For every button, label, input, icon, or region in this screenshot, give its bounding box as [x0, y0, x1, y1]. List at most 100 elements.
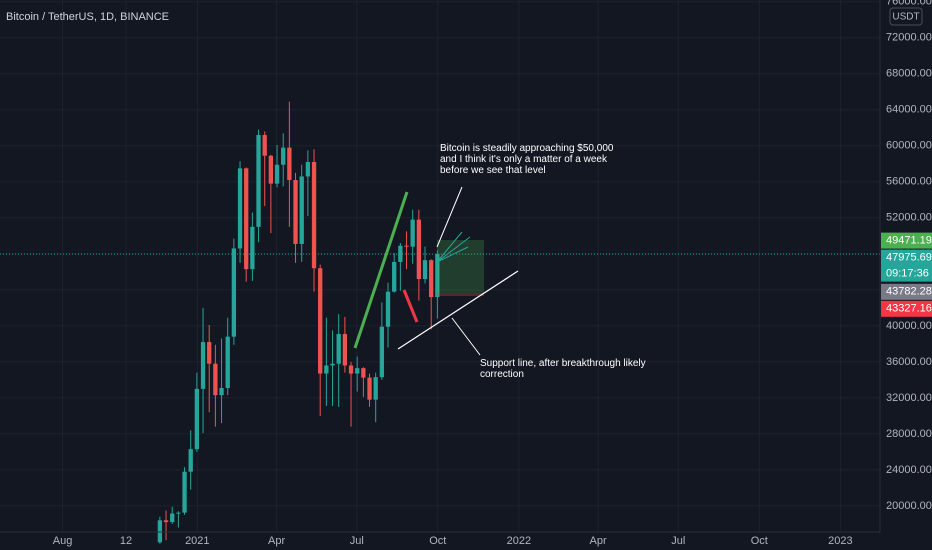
currency: USDT [892, 12, 919, 23]
candle-body [361, 368, 366, 378]
trend-line [402, 289, 419, 323]
candle-body [262, 135, 267, 156]
x-tick-label: Jul [350, 535, 364, 547]
candle-body [256, 135, 261, 227]
y-tick-label: 76000.00 [886, 0, 932, 8]
y-tick-label: 24000.00 [886, 464, 932, 476]
candle-body [410, 219, 415, 247]
annotation-line: and I think it's only a matter of a week [440, 154, 608, 165]
candle-body [324, 365, 329, 374]
candle-body [194, 388, 200, 450]
candle-body [429, 260, 434, 298]
candle-body [170, 513, 175, 523]
candle-body [305, 162, 311, 177]
y-tick-label: 32000.00 [886, 392, 932, 404]
y-tick-label: 36000.00 [886, 356, 932, 368]
fan-line [436, 231, 463, 263]
candle-body [157, 520, 163, 543]
callout-pointer [451, 317, 481, 356]
candle-body [237, 168, 243, 249]
price-label-box [881, 232, 932, 249]
grid [0, 0, 880, 532]
y-tick-label: 64000.00 [886, 104, 932, 116]
candle-body [274, 164, 280, 184]
y-tick-label: 60000.00 [886, 140, 932, 152]
price-label: 49471.19 [886, 235, 932, 247]
price-label-box [881, 283, 932, 300]
price-label-box [881, 300, 932, 317]
annotation-line: Support line, after breakthrough likely [480, 358, 646, 369]
price-label: 43782.28 [886, 286, 932, 298]
callout-pointer [436, 186, 463, 248]
y-tick-label: 56000.00 [886, 176, 932, 188]
y-tick-label: 20000.00 [886, 500, 932, 512]
candle-body [373, 377, 378, 400]
candle-body [244, 168, 249, 270]
candle-body [435, 254, 440, 298]
annotation: Support line, after breakthrough likely c… [480, 358, 646, 380]
candle-body [250, 226, 255, 270]
candle-body [163, 520, 169, 523]
candle-body [392, 261, 397, 292]
loss-zone [437, 293, 484, 296]
candle-body [188, 449, 193, 472]
y-tick-label: 68000.00 [886, 68, 932, 80]
candle-body [311, 162, 317, 269]
candle-body [318, 268, 323, 374]
profit-zone [437, 240, 484, 293]
countdown: 09:17:36 [886, 268, 929, 280]
candle-body [200, 342, 206, 389]
candle-body [213, 363, 218, 396]
x-tick-label: 2021 [185, 535, 209, 547]
fan-line [436, 236, 471, 263]
x-tick-label: 12 [120, 535, 132, 547]
annotation-line: Bitcoin is steadily approaching $50,000 [440, 143, 614, 154]
x-tick-label: Oct [429, 535, 446, 547]
price-label-box [881, 249, 932, 282]
candle-body [287, 147, 292, 181]
annotation-line: correction [480, 369, 524, 380]
x-tick-label: 2022 [507, 535, 531, 547]
y-tick-label: 52000.00 [886, 212, 932, 224]
fan-line [436, 246, 469, 263]
candle-body [231, 248, 237, 337]
x-tick-label: 2023 [828, 535, 852, 547]
candle-body [176, 512, 181, 514]
price-label: 47975.69 [886, 252, 932, 264]
candle-body [367, 377, 372, 400]
candle-body [336, 333, 341, 364]
annotation: Bitcoin is steadily approaching $50,000 a… [440, 143, 614, 176]
y-tick-label: 72000.00 [886, 32, 932, 44]
candle-body [207, 342, 212, 364]
currency-badge [889, 7, 923, 26]
candle-body [281, 147, 286, 165]
chart-title: Bitcoin / TetherUS, 1D, BINANCE [6, 11, 169, 23]
candle-body [330, 363, 335, 366]
candle-body [342, 333, 348, 366]
axes: 20000.00 24000.00 28000.00 32000.00 36000.00… [53, 0, 932, 547]
candle-body [219, 387, 224, 396]
candle-body [404, 245, 409, 247]
x-tick-label: Apr [268, 535, 285, 547]
candle-body [225, 336, 230, 388]
drawings [353, 186, 519, 356]
trend-line [353, 191, 409, 349]
candle-body [268, 155, 274, 184]
x-tick-label: Aug [53, 535, 73, 547]
x-tick-label: Jul [671, 535, 685, 547]
candle-body [422, 260, 428, 280]
x-tick-label: Oct [751, 535, 768, 547]
candle-body [293, 180, 298, 244]
candles [157, 101, 440, 544]
support-line [397, 270, 519, 350]
annotation-line: before we see that level [440, 165, 546, 176]
candle-body [348, 365, 354, 374]
candle-body [398, 245, 403, 262]
y-tick-label: 28000.00 [886, 428, 932, 440]
y-tick-label: 40000.00 [886, 320, 932, 332]
x-tick-label: Apr [590, 535, 607, 547]
candle-body [385, 291, 391, 327]
